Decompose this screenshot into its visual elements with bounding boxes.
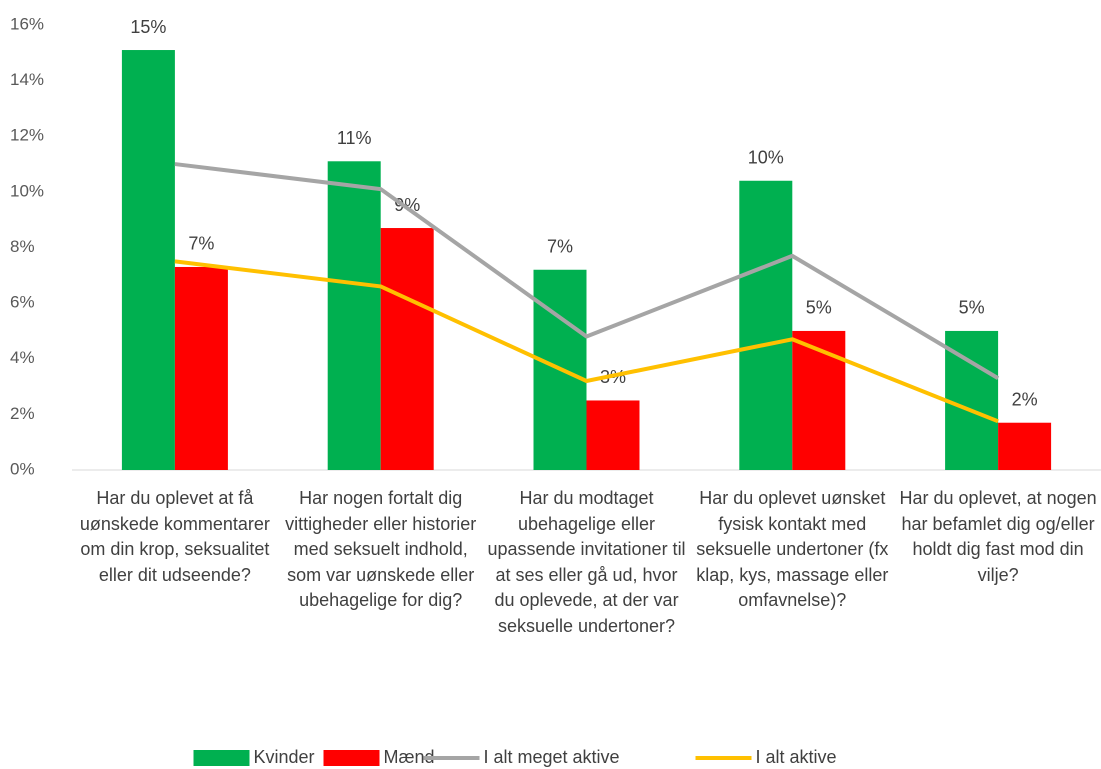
bar	[586, 400, 640, 470]
bar	[739, 180, 793, 470]
data-label: 5%	[959, 298, 985, 318]
x-tick-label: Har du oplevet uønsket fysisk kontakt me…	[696, 488, 889, 610]
x-tick-label: Har du oplevet at få uønskede kommentare…	[79, 488, 270, 585]
legend-label: Mænd	[384, 747, 435, 767]
y-tick-label: 8%	[10, 237, 35, 256]
bar	[998, 422, 1052, 470]
x-tick-label: Har du oplevet, at nogen har befamlet di…	[899, 488, 1097, 585]
y-tick-label: 0%	[10, 459, 35, 478]
data-label: 7%	[547, 237, 573, 257]
y-tick-label: 12%	[10, 126, 44, 145]
bar	[380, 228, 434, 470]
data-label: 5%	[806, 298, 832, 318]
legend-swatch	[193, 750, 250, 766]
legend-label: Kvinder	[254, 747, 315, 767]
y-tick-label: 2%	[10, 404, 35, 423]
y-tick-label: 4%	[10, 348, 35, 367]
bar	[327, 161, 381, 470]
x-tick-label: Har du modtaget ubehagelige eller upasse…	[487, 488, 686, 636]
bar	[174, 266, 228, 470]
data-label: 11%	[337, 128, 372, 148]
x-tick-label: Har nogen fortalt dig vittigheder eller …	[285, 488, 477, 610]
data-label: 10%	[748, 148, 784, 168]
y-tick-label: 16%	[10, 14, 44, 33]
data-label: 7%	[188, 234, 214, 254]
y-tick-label: 6%	[10, 293, 35, 312]
line-series	[174, 162, 1000, 380]
bar	[121, 50, 175, 470]
bar	[792, 330, 846, 470]
y-tick-label: 14%	[10, 70, 44, 89]
legend-label: I alt meget aktive	[484, 747, 620, 767]
data-label: 2%	[1012, 389, 1038, 409]
y-tick-label: 10%	[10, 181, 44, 200]
data-label: 15%	[130, 17, 166, 37]
legend-swatch	[323, 750, 380, 766]
data-label: 9%	[394, 195, 420, 215]
legend-label: I alt aktive	[756, 747, 837, 767]
line-series	[174, 259, 999, 424]
